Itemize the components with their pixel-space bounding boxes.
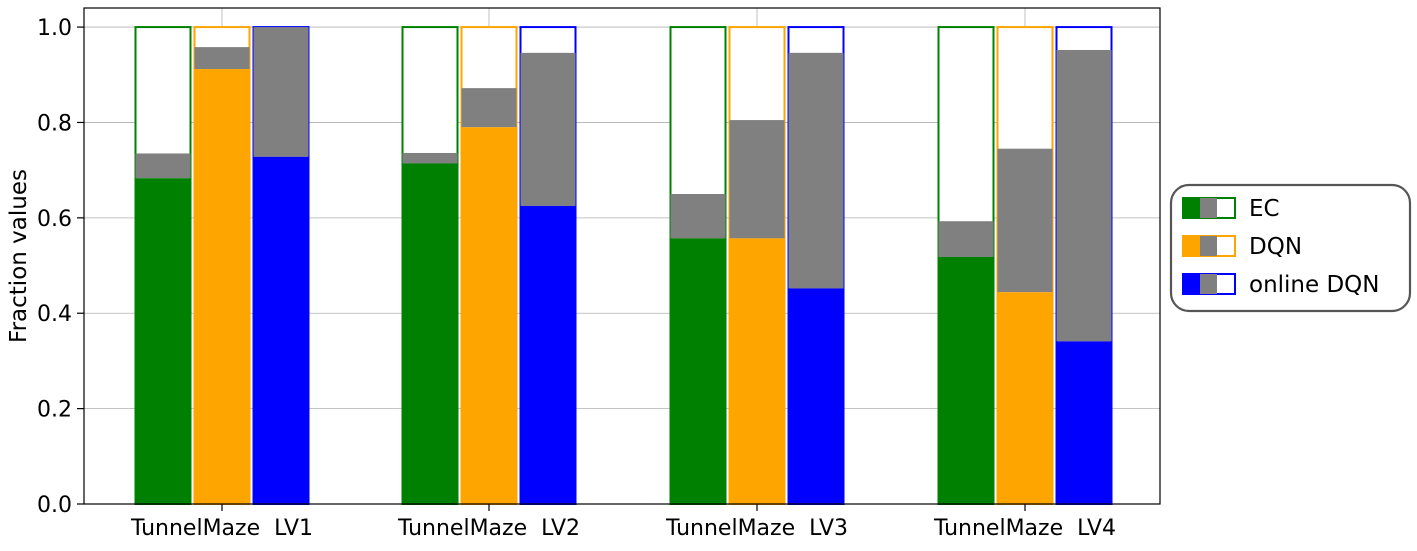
legend: EC DQN online DQN	[1169, 183, 1412, 313]
bar-solid-segment	[997, 292, 1053, 504]
bar-solid-segment	[135, 178, 191, 504]
y-tick-label: 1.0	[37, 16, 72, 41]
bar-solid-segment	[253, 156, 309, 505]
ticks-layer: 0.0 0.2 0.4 0.6 0.8 1.0 TunnelMaze LV1 TunnelMa…	[37, 16, 1116, 541]
legend-label: online DQN	[1249, 272, 1380, 298]
legend-swatch-gray	[1200, 274, 1217, 294]
plot-frame	[83, 7, 1161, 505]
bar-ec-4	[937, 26, 995, 505]
y-tick-label: 0.6	[37, 207, 72, 232]
bar-gray-segment	[1056, 49, 1112, 342]
legend-swatch-gray	[1200, 198, 1217, 218]
bar-gray-segment	[461, 88, 517, 128]
legend-label: DQN	[1249, 234, 1302, 260]
bar-ec-3	[669, 26, 727, 505]
legend-swatch-gray	[1200, 236, 1217, 256]
bar-solid-segment	[670, 238, 726, 504]
bar-solid-segment	[729, 238, 785, 504]
legend-swatch-solid	[1183, 236, 1200, 256]
x-tick-label: TunnelMaze LV2	[397, 516, 580, 541]
bar-gray-segment	[729, 120, 785, 239]
y-tick-label: 0.2	[37, 398, 72, 423]
bar-gray-segment	[997, 148, 1053, 293]
legend-entry-online-dqn: online DQN	[1182, 272, 1380, 298]
bar-dqn-3	[728, 26, 786, 505]
bar-gray-segment	[135, 153, 191, 179]
bars-layer	[134, 26, 1113, 505]
bar-gray-segment	[253, 27, 309, 157]
x-tick-label: TunnelMaze LV3	[665, 516, 848, 541]
bar-solid-segment	[194, 69, 250, 505]
y-tick-label: 0.8	[37, 111, 72, 136]
bar-ec-1	[134, 26, 192, 505]
bar-solid-segment	[938, 256, 994, 504]
legend-entry-ec: EC	[1182, 196, 1280, 222]
bar-gray-segment	[788, 52, 844, 289]
bar-online-dqn-4	[1055, 26, 1113, 505]
bar-solid-segment	[788, 288, 844, 504]
legend-entry-dqn: DQN	[1182, 234, 1302, 260]
y-axis-label: Fraction values	[6, 169, 32, 343]
legend-label: EC	[1249, 196, 1280, 222]
bar-online-dqn-3	[787, 26, 845, 505]
bar-gray-segment	[194, 47, 250, 70]
bar-dqn-2	[460, 26, 518, 505]
legend-swatch-solid	[1183, 198, 1200, 218]
bar-gray-segment	[670, 194, 726, 239]
bar-solid-segment	[520, 205, 576, 504]
bar-solid-segment	[402, 163, 458, 504]
bar-ec-2	[401, 26, 459, 505]
y-tick-label: 0.4	[37, 302, 72, 327]
x-tick-label: TunnelMaze LV1	[130, 516, 313, 541]
bar-dqn-4	[996, 26, 1054, 505]
bar-gray-segment	[938, 221, 994, 257]
y-tick-label: 0.0	[37, 493, 72, 518]
bar-online-dqn-1	[252, 26, 310, 505]
bar-gray-segment	[520, 52, 576, 206]
bar-gray-segment	[402, 152, 458, 164]
bar-dqn-1	[193, 26, 251, 505]
x-tick-label: TunnelMaze LV4	[933, 516, 1116, 541]
bar-solid-segment	[461, 127, 517, 504]
bar-solid-segment	[1056, 341, 1112, 504]
legend-swatch-solid	[1183, 274, 1200, 294]
bar-online-dqn-2	[519, 26, 577, 505]
